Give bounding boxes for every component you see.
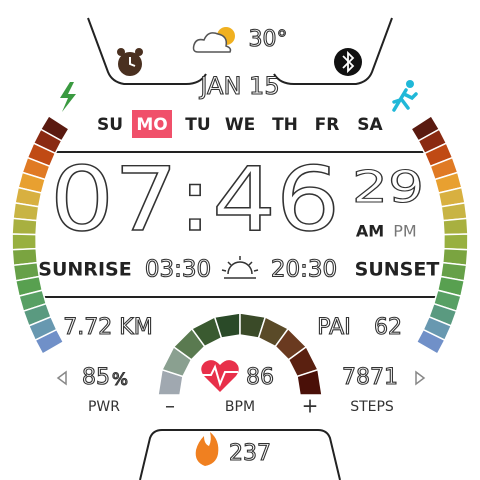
seconds: 29 bbox=[352, 162, 424, 213]
day: TH bbox=[272, 115, 298, 135]
frame-left-end bbox=[185, 73, 207, 85]
battery-unit: % bbox=[112, 370, 128, 390]
minus: – bbox=[165, 394, 175, 418]
sun-icon bbox=[221, 256, 259, 279]
level-segment bbox=[11, 217, 38, 236]
arrow-left bbox=[56, 370, 67, 386]
level-segment bbox=[12, 201, 40, 222]
heart-label: BPM bbox=[225, 399, 255, 415]
level-segment bbox=[443, 233, 469, 251]
sunset-time: 20:30 bbox=[271, 257, 337, 283]
frame-left bbox=[87, 17, 186, 85]
arrow-right bbox=[415, 370, 426, 386]
runner-icon bbox=[392, 80, 418, 112]
level-segment bbox=[34, 328, 65, 356]
level-segment bbox=[442, 217, 469, 236]
weekdays: SU MO TU WE TH FR SA bbox=[97, 110, 384, 138]
battery: 85 bbox=[82, 365, 110, 390]
day: TU bbox=[185, 115, 210, 135]
day: FR bbox=[315, 115, 340, 135]
battery-label: PWR bbox=[88, 399, 120, 415]
weather-icon bbox=[192, 27, 235, 53]
date: JAN 15 bbox=[198, 72, 279, 100]
distance: 7.72 KM bbox=[63, 315, 152, 340]
heart-rate: 86 bbox=[246, 365, 274, 390]
calories: 237 bbox=[229, 441, 271, 466]
level-segment bbox=[11, 233, 37, 251]
day: SU bbox=[97, 115, 123, 135]
heart-icon bbox=[201, 360, 239, 392]
frame-right-end bbox=[273, 73, 295, 85]
temperature: 30° bbox=[249, 27, 288, 52]
day: MO bbox=[136, 115, 167, 135]
pai-value: 62 bbox=[374, 315, 402, 340]
frame-right bbox=[294, 17, 393, 85]
plus: + bbox=[302, 394, 319, 418]
gauge-segment bbox=[296, 368, 323, 396]
level-segment bbox=[440, 201, 468, 222]
am: AM bbox=[356, 222, 384, 241]
day-highlight bbox=[132, 110, 172, 138]
time: 07:46 bbox=[50, 148, 340, 251]
pai-label: PAI bbox=[317, 315, 350, 340]
decorations bbox=[11, 17, 469, 480]
bluetooth-icon bbox=[334, 48, 362, 76]
fire-icon bbox=[195, 432, 219, 466]
level-segment bbox=[415, 328, 446, 356]
alarm-icon bbox=[117, 48, 143, 76]
frame-bottom bbox=[139, 429, 341, 480]
steps: 7871 bbox=[342, 365, 398, 390]
sunrise-label: SUNRISE bbox=[38, 259, 131, 281]
sunrise-time: 03:30 bbox=[145, 257, 211, 283]
steps-label: STEPS bbox=[350, 399, 394, 415]
day: WE bbox=[225, 115, 255, 135]
pm: PM bbox=[393, 222, 416, 241]
sunset-label: SUNSET bbox=[355, 259, 440, 281]
day: SA bbox=[357, 115, 383, 135]
lightning-icon bbox=[60, 82, 76, 112]
